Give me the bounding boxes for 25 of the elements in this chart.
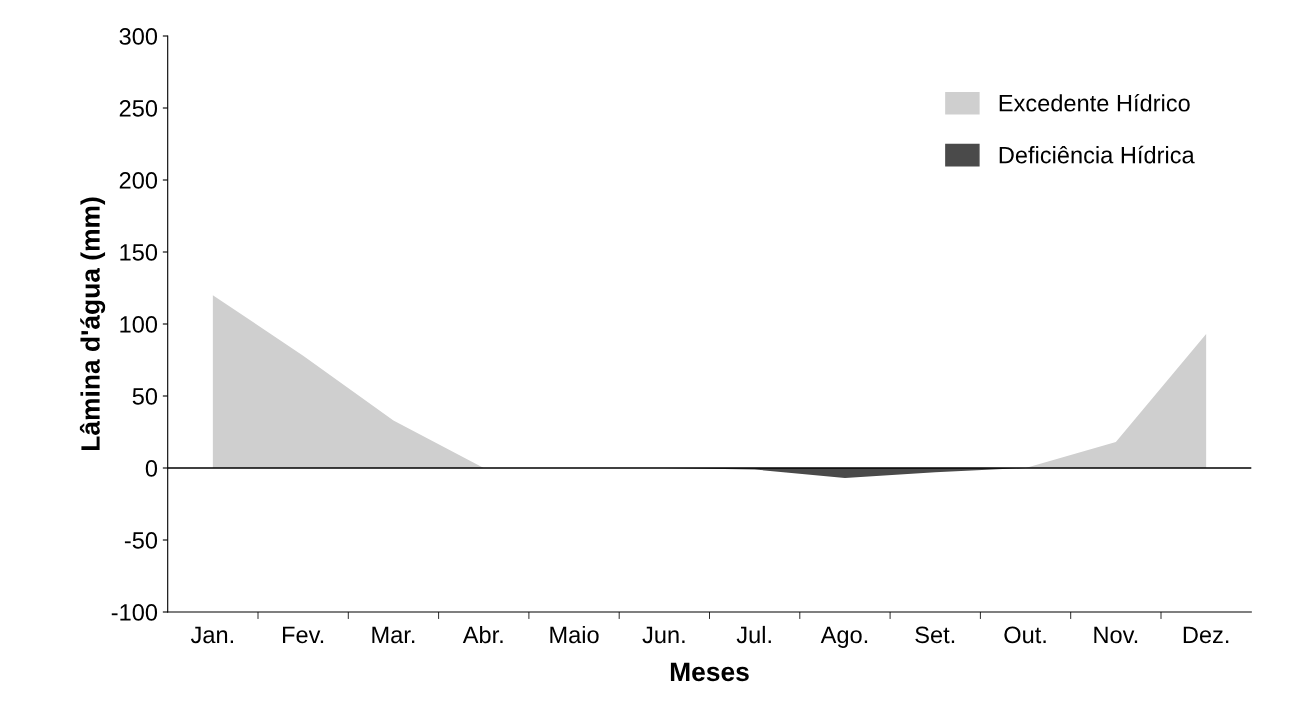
x-tick-label: Jan. <box>190 626 234 644</box>
legend-label: Deficiência Hídrica <box>999 145 1195 164</box>
x-tick-label: Jun. <box>642 626 685 644</box>
x-tick-label: Dez. <box>1183 626 1229 644</box>
y-tick-label: 250 <box>119 100 158 117</box>
x-tick-label: Fev. <box>283 626 324 644</box>
y-tick-label: 300 <box>119 28 158 45</box>
x-tick-label: Nov. <box>1094 626 1138 644</box>
x-tick-label: Abr. <box>462 625 503 644</box>
y-tick-label: -100 <box>111 604 158 621</box>
y-tick-label: 0 <box>145 460 158 477</box>
x-tick-label: Set. <box>915 626 955 644</box>
x-axis-title: Meses <box>670 662 749 682</box>
y-tick-label: 200 <box>119 172 158 189</box>
y-axis-title: Lâmina d'água (mm) <box>79 197 106 450</box>
x-tick-label: Out. <box>1004 626 1046 644</box>
legend-label: Excedente Hídrico <box>999 93 1190 112</box>
y-tick-label: -50 <box>124 532 158 549</box>
y-tick-label: 100 <box>120 316 158 333</box>
x-tick-label: Mar. <box>372 626 415 644</box>
y-tick-label: 150 <box>120 244 158 261</box>
x-tick-label: Ago. <box>820 626 868 648</box>
y-tick-label: 50 <box>132 388 158 405</box>
x-tick-label: Jul. <box>736 625 771 644</box>
x-tick-label: Maio <box>550 625 599 644</box>
